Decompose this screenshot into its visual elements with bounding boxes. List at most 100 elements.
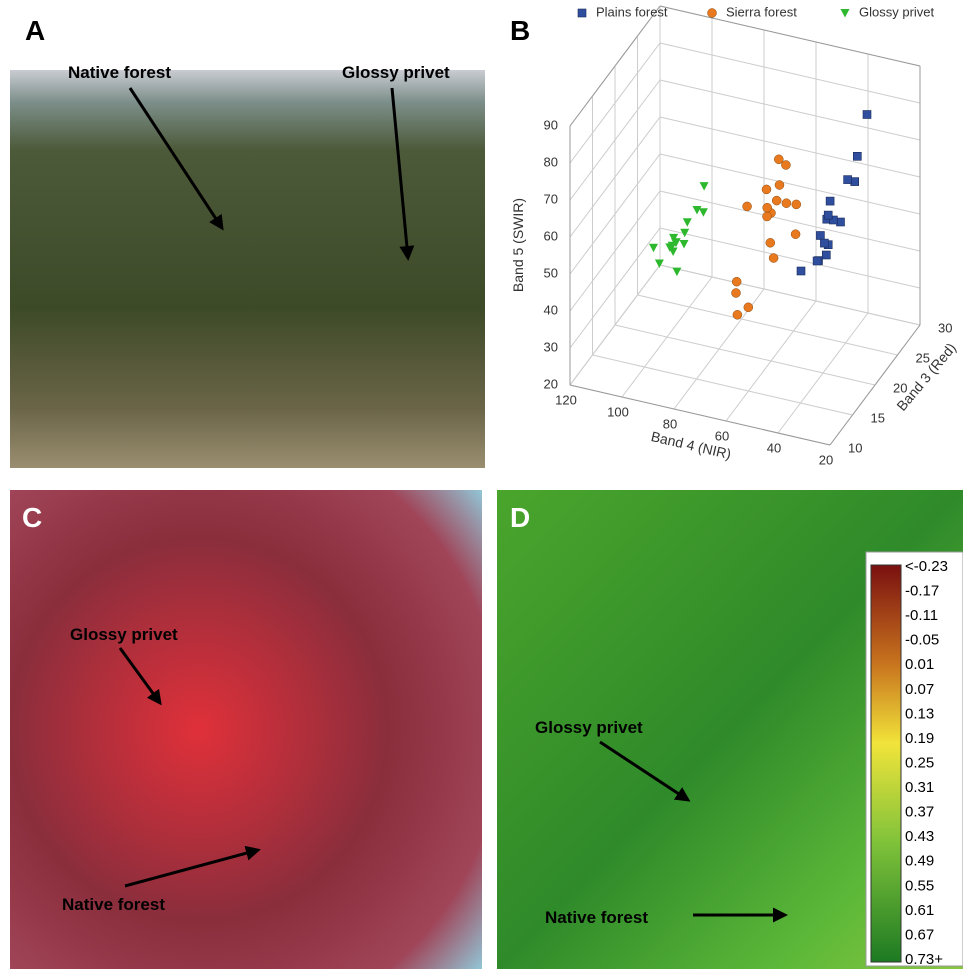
colorbar-label: <-0.23 [905, 558, 948, 575]
point [791, 199, 802, 210]
point [821, 250, 831, 260]
point [731, 276, 742, 287]
x-tick-label: 100 [607, 404, 629, 419]
y-tick-label: 30 [938, 320, 952, 335]
colorbar-label: 0.31 [905, 779, 934, 796]
colorbar [870, 564, 902, 963]
point [781, 198, 792, 208]
point [672, 267, 682, 277]
colorbar-label: 0.13 [905, 705, 934, 722]
z-tick-label: 70 [544, 191, 558, 206]
colorbar-label: 0.25 [905, 754, 934, 771]
arrow [599, 740, 691, 802]
colorbar-label: 0.07 [905, 681, 934, 698]
point [762, 211, 772, 222]
point [682, 218, 692, 227]
point [742, 201, 752, 212]
box-edge [569, 384, 831, 446]
annotation: Native forest [62, 895, 165, 914]
box-edge [569, 5, 661, 127]
z-tick-label: 90 [544, 117, 558, 132]
annotation: Glossy privet [70, 625, 178, 644]
point [796, 266, 806, 276]
point [781, 160, 791, 170]
point [862, 110, 872, 119]
point [774, 154, 784, 165]
colorbar-labels: <-0.23 -0.17 -0.11 -0.05 0.01 0.07 0.13 0.19 0.2… [905, 558, 948, 968]
legend-label: Sierra forest [726, 4, 797, 19]
box-edge [829, 324, 921, 446]
false-color-image [10, 490, 482, 969]
point [732, 310, 743, 320]
colorbar-label: 0.73+ [905, 951, 943, 968]
arrow [390, 87, 415, 261]
arrow [118, 647, 162, 706]
colorbar-label: 0.01 [905, 656, 934, 673]
point [731, 288, 741, 298]
point [743, 302, 754, 313]
panel-label: B [510, 15, 530, 46]
scatter-3d: 20 30 40 50 60 70 80 90 20 40 60 80 100 120 10 15 20 25 30… [510, 4, 959, 467]
point [649, 243, 658, 253]
point [768, 253, 779, 263]
colorbar-label: 0.67 [905, 926, 934, 943]
point [774, 180, 785, 190]
colorbar-label: 0.19 [905, 730, 934, 747]
grid-line [659, 116, 921, 178]
point [762, 202, 772, 213]
z-tick-label: 20 [544, 376, 558, 391]
arrow [124, 845, 261, 888]
colorbar-label: 0.49 [905, 853, 934, 870]
point [843, 175, 852, 184]
colorbar-label: 0.43 [905, 828, 934, 845]
point [823, 210, 833, 220]
point [850, 177, 860, 186]
point [698, 208, 708, 217]
y-tick-label: 20 [893, 380, 907, 395]
colorbar-label: -0.05 [905, 632, 939, 649]
point [669, 233, 679, 243]
grid-line [659, 153, 921, 215]
grid-line [659, 264, 921, 326]
x-tick-label: 20 [819, 452, 833, 467]
legend-marker [840, 9, 850, 18]
point [668, 247, 678, 256]
annotation: Glossy privet [535, 718, 643, 737]
photo [10, 70, 485, 468]
point [654, 259, 664, 268]
point [825, 196, 835, 206]
z-tick-label: 60 [544, 228, 558, 243]
point [771, 195, 782, 206]
grid-line [659, 190, 921, 252]
point [680, 228, 690, 238]
x-tick-label: 40 [767, 440, 781, 455]
point [820, 238, 829, 248]
point [761, 184, 772, 195]
colorbar-label: 0.61 [905, 902, 934, 919]
y-tick-label: 15 [871, 410, 885, 425]
colorbar-label: -0.11 [905, 607, 938, 624]
legend-label: Glossy privet [859, 4, 935, 19]
z-axis-label: Band 5 (SWIR) [510, 198, 526, 292]
panel-label: A [25, 15, 45, 46]
point [667, 241, 677, 251]
point [812, 256, 822, 266]
annotation: Native forest [545, 908, 648, 927]
point [816, 231, 825, 240]
grid-line [659, 42, 921, 104]
point [790, 229, 801, 239]
y-tick-label: 25 [916, 350, 930, 365]
grid-line [659, 79, 921, 141]
grid-line [659, 227, 921, 289]
box-edge [659, 5, 921, 67]
x-tick-label: 80 [663, 416, 677, 431]
y-tick-label: 10 [848, 440, 862, 455]
legend-label: Plains forest [596, 4, 668, 19]
legend-marker [707, 8, 717, 18]
point [692, 206, 702, 215]
legend-marker [577, 8, 587, 18]
x-tick-label: 120 [555, 392, 577, 407]
grid-line [592, 354, 853, 416]
annotation: Glossy privet [342, 63, 450, 82]
grid-line [637, 294, 898, 356]
